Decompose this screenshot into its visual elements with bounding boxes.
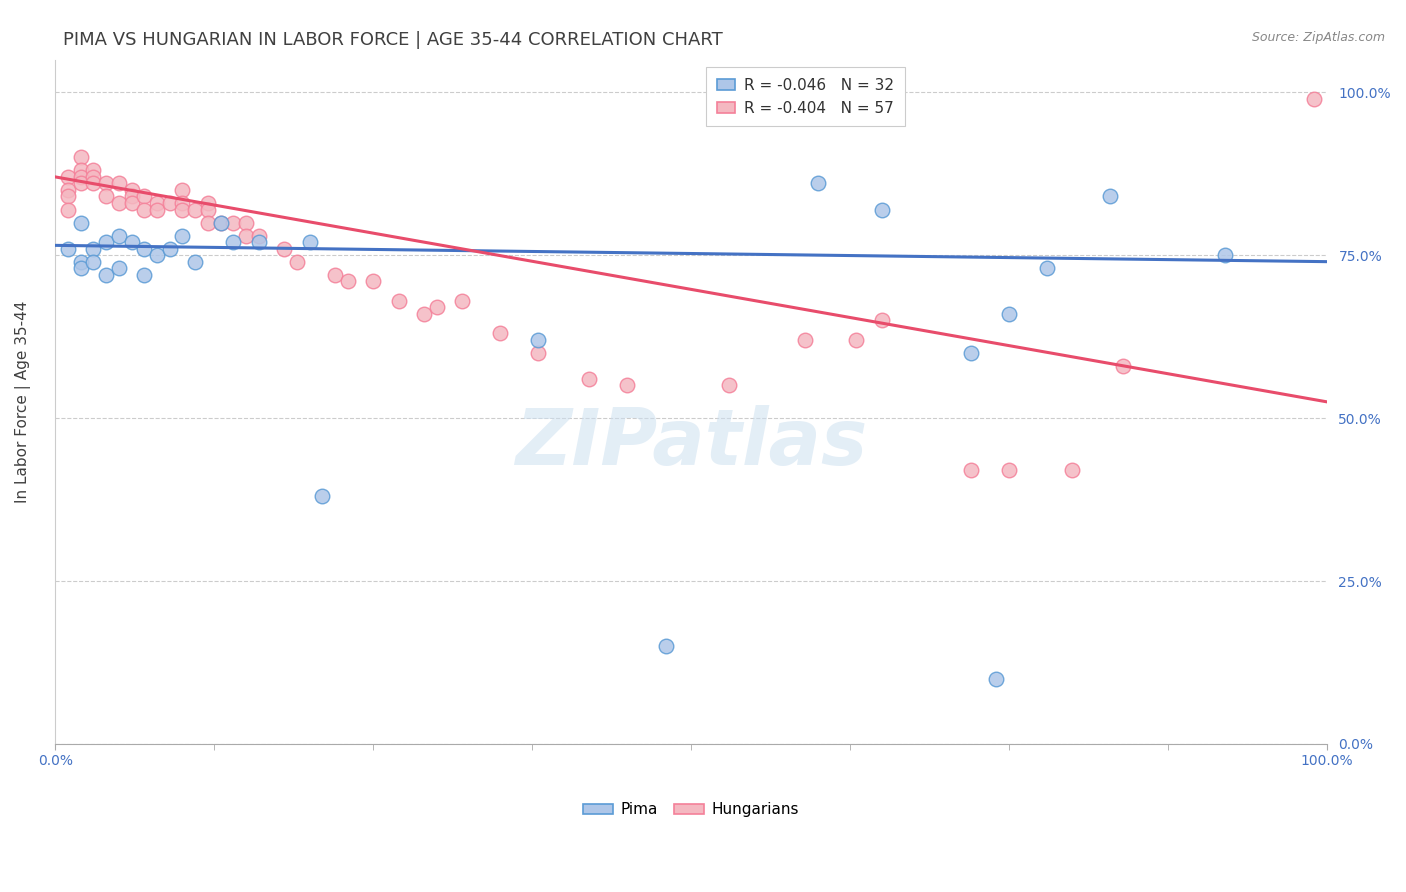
Point [235,215,257,229]
Point [146,196,169,211]
Text: Source: ZipAtlas.com: Source: ZipAtlas.com [1251,31,1385,45]
Point [336,274,359,288]
Point [997,307,1019,321]
Point [311,489,333,503]
Point [197,202,219,217]
Point [222,235,245,249]
Point [1036,261,1059,276]
Point [172,202,194,217]
Point [121,235,143,249]
Point [451,293,474,308]
Point [146,202,169,217]
Point [96,177,118,191]
Point [121,183,143,197]
Point [654,639,676,653]
Point [96,235,118,249]
Point [69,150,91,164]
Point [527,333,550,347]
Point [82,242,104,256]
Point [209,215,232,229]
Point [1062,463,1084,477]
Point [794,333,817,347]
Point [1302,92,1324,106]
Point [134,268,156,282]
Point [413,307,436,321]
Point [984,672,1007,686]
Point [807,177,830,191]
Point [172,228,194,243]
Point [108,228,131,243]
Point [134,189,156,203]
Point [69,169,91,184]
Point [56,202,79,217]
Point [527,346,550,360]
Point [489,326,512,341]
Point [172,183,194,197]
Point [82,163,104,178]
Point [1112,359,1135,373]
Point [82,254,104,268]
Point [56,189,79,203]
Point [69,163,91,178]
Point [209,215,232,229]
Point [247,235,270,249]
Point [69,215,91,229]
Text: PIMA VS HUNGARIAN IN LABOR FORCE | AGE 35-44 CORRELATION CHART: PIMA VS HUNGARIAN IN LABOR FORCE | AGE 3… [63,31,723,49]
Point [197,215,219,229]
Point [121,189,143,203]
Point [718,378,741,392]
Point [387,293,409,308]
Point [247,228,270,243]
Point [616,378,638,392]
Point [69,254,91,268]
Legend: Pima, Hungarians: Pima, Hungarians [576,796,806,823]
Point [870,202,893,217]
Point [959,346,981,360]
Point [159,242,181,256]
Point [184,254,207,268]
Point [96,268,118,282]
Point [56,169,79,184]
Point [997,463,1019,477]
Point [134,242,156,256]
Point [184,202,207,217]
Point [56,183,79,197]
Point [134,202,156,217]
Point [197,196,219,211]
Point [146,248,169,262]
Point [959,463,981,477]
Point [69,177,91,191]
Text: ZIPatlas: ZIPatlas [515,405,868,481]
Point [845,333,868,347]
Point [121,196,143,211]
Point [235,228,257,243]
Point [285,254,308,268]
Point [298,235,321,249]
Point [426,300,449,314]
Point [108,177,131,191]
Point [82,177,104,191]
Point [108,196,131,211]
Point [69,261,91,276]
Point [96,189,118,203]
Point [578,372,600,386]
Point [870,313,893,327]
Point [361,274,384,288]
Point [273,242,295,256]
Point [172,196,194,211]
Point [159,196,181,211]
Point [323,268,346,282]
Point [56,242,79,256]
Point [1099,189,1122,203]
Y-axis label: In Labor Force | Age 35-44: In Labor Force | Age 35-44 [15,301,31,503]
Point [222,215,245,229]
Point [108,261,131,276]
Point [82,169,104,184]
Point [1213,248,1236,262]
